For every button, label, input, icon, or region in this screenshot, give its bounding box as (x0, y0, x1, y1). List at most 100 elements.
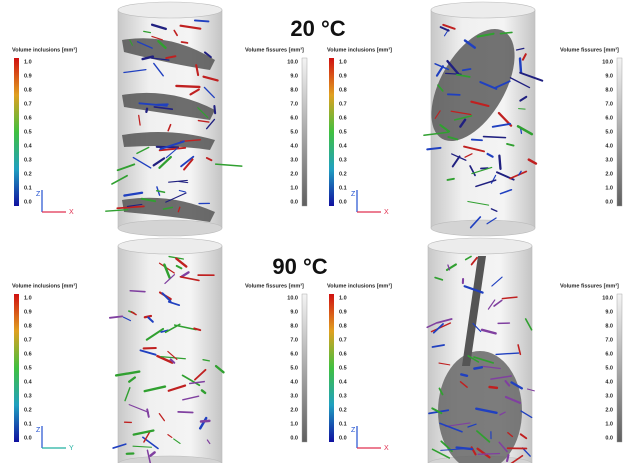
colorbar-tick: 0.5 (24, 365, 32, 371)
colorbar-tick: 2.0 (290, 407, 298, 413)
title: 20 °C (290, 16, 345, 41)
colorbar-tick: 5.0 (605, 365, 613, 371)
axis-label: X (69, 209, 74, 216)
colorbar-tick: 9.0 (605, 73, 613, 79)
page: Volume inclusions [mm³] 1.0 0.9 0.8 0.7 0.6 0.… (0, 0, 631, 463)
colorbar-tick: 0.6 (24, 351, 32, 357)
colorbar-tick: 3.0 (605, 393, 613, 399)
colorbar-tick: 0.0 (290, 435, 298, 441)
colorbar-tick: 0.1 (24, 421, 32, 427)
inclusion (130, 291, 145, 292)
inclusion (499, 156, 500, 169)
colorbar-tick: 9.0 (605, 309, 613, 315)
colorbar-tick: 8.0 (605, 87, 613, 93)
colorbar-tick: 9.0 (290, 73, 298, 79)
colorbar-tick: 5.0 (290, 365, 298, 371)
colorbar-tick: 0.7 (24, 101, 32, 107)
colorbar-tick: 0.9 (339, 309, 347, 315)
colorbar-tick: 0.8 (339, 87, 347, 93)
colorbar-tick: 0.2 (24, 407, 32, 413)
colorbar-tick: 6.0 (290, 351, 298, 357)
colorbar-tick: 0.3 (339, 157, 347, 163)
inclusion (176, 86, 199, 87)
inclusion (484, 137, 506, 138)
colorbar-tick: 0.8 (24, 87, 32, 93)
colorbar-tick: 0.6 (24, 115, 32, 121)
inclusion (463, 69, 471, 70)
colorbar-tick: 0.6 (339, 115, 347, 121)
colorbar-tick: 9.0 (290, 309, 298, 315)
title: 90 °C (272, 254, 327, 279)
colorbar-tick: 0.0 (339, 435, 347, 441)
colorbar-tick: 0.6 (339, 351, 347, 357)
colorbar-tick: 7.0 (605, 337, 613, 343)
colorbar-tick: 4.0 (290, 379, 298, 385)
colorbar-label: Volume inclusions [mm³] (327, 282, 392, 289)
colorbar (329, 58, 334, 206)
colorbar (617, 294, 622, 442)
axis-label: X (384, 209, 389, 216)
colorbar-tick: 0.1 (339, 185, 347, 191)
colorbar-tick: 7.0 (290, 101, 298, 107)
specimen-top (118, 2, 222, 18)
colorbar-tick: 6.0 (605, 351, 613, 357)
colorbar-tick: 10.0 (602, 59, 613, 65)
specimen-bottom (118, 220, 222, 236)
colorbar-tick: 0.0 (605, 435, 613, 441)
figure: Volume inclusions [mm³] 1.0 0.9 0.8 0.7 0.6 0.… (0, 0, 631, 463)
colorbar-tick: 0.4 (339, 379, 348, 385)
inclusion (146, 109, 147, 112)
colorbar-label: Volume fissures [mm³] (245, 46, 304, 53)
colorbar (302, 294, 307, 442)
inclusion (178, 412, 193, 413)
colorbar-tick: 0.1 (24, 185, 32, 191)
colorbar-tick: 0.5 (339, 365, 347, 371)
colorbar-tick: 0.8 (339, 323, 347, 329)
colorbar-tick: 1.0 (339, 295, 347, 301)
colorbar-tick: 0.8 (24, 323, 32, 329)
specimen-top (431, 2, 535, 18)
colorbar-tick: 0.0 (24, 199, 32, 205)
panel: Volume inclusions [mm³]1.00.90.80.70.60.… (12, 238, 307, 463)
colorbar-tick: 0.9 (24, 73, 32, 79)
colorbar (14, 294, 19, 442)
colorbar-tick: 1.0 (605, 421, 613, 427)
colorbar-tick: 3.0 (605, 157, 613, 163)
colorbar-tick: 8.0 (290, 87, 298, 93)
colorbar-tick: 8.0 (605, 323, 613, 329)
colorbar-tick: 7.0 (605, 101, 613, 107)
inclusion (490, 387, 497, 388)
colorbar-tick: 2.0 (290, 171, 298, 177)
colorbar-tick: 0.4 (339, 143, 348, 149)
colorbar-tick: 4.0 (605, 379, 613, 385)
colorbar-tick: 0.3 (24, 393, 32, 399)
colorbar-tick: 0.7 (339, 101, 347, 107)
colorbar-tick: 0.2 (339, 171, 347, 177)
colorbar-tick: 7.0 (290, 337, 298, 343)
colorbar-label: Volume inclusions [mm³] (12, 46, 77, 53)
colorbar-tick: 0.7 (339, 337, 347, 343)
specimen-top (428, 238, 532, 254)
colorbar-tick: 0.3 (24, 157, 32, 163)
colorbar-tick: 1.0 (290, 185, 298, 191)
colorbar-tick: 1.0 (24, 295, 32, 301)
inclusion (478, 454, 499, 455)
colorbar-tick: 5.0 (290, 129, 298, 135)
axis-label: Z (36, 191, 41, 198)
inclusion (182, 42, 188, 43)
colorbar-tick: 2.0 (605, 407, 613, 413)
colorbar-label: Volume inclusions [mm³] (12, 282, 77, 289)
colorbar-tick: 1.0 (24, 59, 32, 65)
axis-label: Z (36, 427, 41, 434)
colorbar-tick: 0.1 (339, 421, 347, 427)
colorbar-tick: 0.0 (339, 199, 347, 205)
colorbar-tick: 5.0 (605, 129, 613, 135)
colorbar-tick: 0.3 (339, 393, 347, 399)
axis-label: Z (351, 191, 356, 198)
colorbar-tick: 0.2 (24, 171, 32, 177)
axis-label: X (384, 445, 389, 452)
colorbar-tick: 1.0 (339, 59, 347, 65)
colorbar (302, 58, 307, 206)
colorbar-tick: 4.0 (605, 143, 613, 149)
inclusion (214, 106, 215, 113)
